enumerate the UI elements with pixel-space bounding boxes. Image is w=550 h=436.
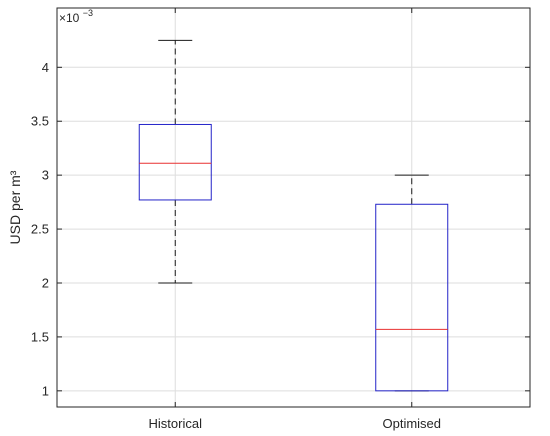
iqr-box <box>138 123 212 201</box>
y-tick-label: 3 <box>42 168 49 183</box>
y-tick-label: 1 <box>42 383 49 398</box>
axis-ticks: 1 1.5 2 2.5 3 3.5 4 Historical Optimised <box>31 8 530 431</box>
x-tick-label: Optimised <box>382 416 441 431</box>
x-tick-label: Historical <box>149 416 203 431</box>
y-tick-label: 4 <box>42 60 49 75</box>
y-axis-exponent-base: ×10 <box>59 11 80 25</box>
y-axis-label: USD per m³ <box>7 170 23 244</box>
box-plots <box>138 39 449 392</box>
box-historical <box>138 39 212 284</box>
iqr-box <box>375 203 449 392</box>
y-axis-exponent-power: −3 <box>83 8 93 18</box>
grid-lines <box>57 8 530 407</box>
y-tick-label: 3.5 <box>31 114 49 129</box>
y-tick-label: 2 <box>42 275 49 290</box>
plot-area-frame <box>56 7 531 408</box>
y-tick-label: 1.5 <box>31 329 49 344</box>
y-axis-exponent: ×10 −3 <box>59 8 93 25</box>
y-tick-label: 2.5 <box>31 222 49 237</box>
box-optimised <box>375 174 449 392</box>
